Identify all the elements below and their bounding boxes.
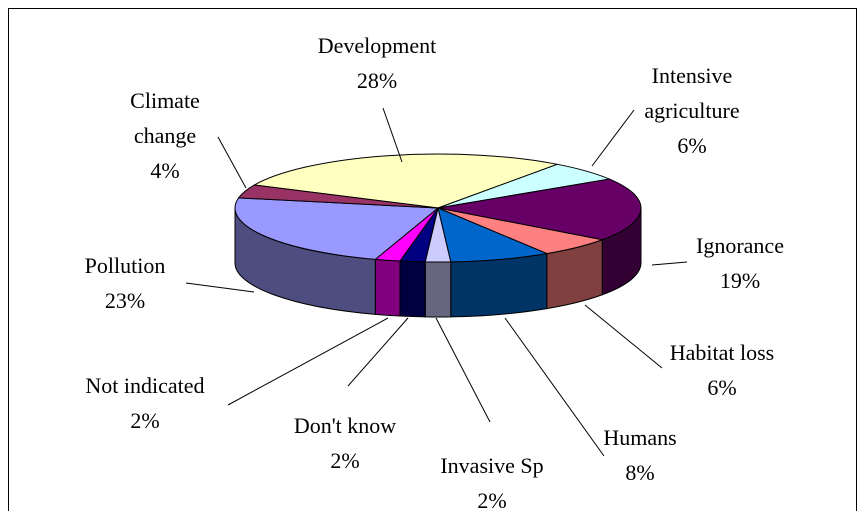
slice-side [450,253,548,318]
value-label: 6% [677,133,707,158]
value-label: 6% [707,375,737,400]
slice-side [374,258,401,317]
category-name: Invasive Sp [440,453,544,478]
leader-line [185,282,255,293]
value-label: 23% [104,288,146,313]
leader-line [435,317,491,423]
value-label: 19% [719,268,761,293]
value-label: 28% [356,68,398,93]
slice-side [399,260,426,318]
category-name: Habitat loss [669,340,775,365]
pie-slice [437,178,642,241]
pie-slice [237,184,439,209]
category-name: Intensive agriculture [644,63,740,123]
slice-label: Habitat loss 6% [622,335,822,405]
leader-line [382,107,403,163]
pie-slice [437,207,549,263]
value-label: 2% [330,448,360,473]
category-name: Humans [603,425,677,450]
slice-label: Pollution 23% [50,248,200,318]
slice-label: Don't know 2% [245,408,445,478]
leader-line [651,261,688,266]
slice-label: Humans 8% [565,420,715,490]
category-name: Don't know [293,413,397,438]
leader-line [217,136,247,189]
slice-side [424,261,452,318]
slice-label: Not indicated 2% [45,368,245,438]
slice-label: Intensive agriculture 6% [632,58,752,163]
slice-label: Climate change 4% [120,83,210,188]
category-name: Development [317,33,437,58]
leader-line [584,304,663,369]
pie-slice [252,153,560,209]
category-name: Ignorance [696,233,784,258]
slice-label: Invasive Sp 2% [392,448,592,511]
category-name: Not indicated [85,373,205,398]
pie-slice [234,197,440,260]
slice-label: Development 28% [277,28,477,98]
value-label: 2% [477,488,507,511]
category-name: Climate change [130,88,200,148]
leader-line [591,109,635,167]
value-label: 4% [150,158,180,183]
slice-label: Ignorance 19% [665,228,815,298]
leader-line [504,317,605,457]
value-label: 8% [625,460,655,485]
leader-line [227,317,389,406]
category-name: Pollution [84,253,166,278]
leader-line [347,317,409,387]
value-label: 2% [130,408,160,433]
